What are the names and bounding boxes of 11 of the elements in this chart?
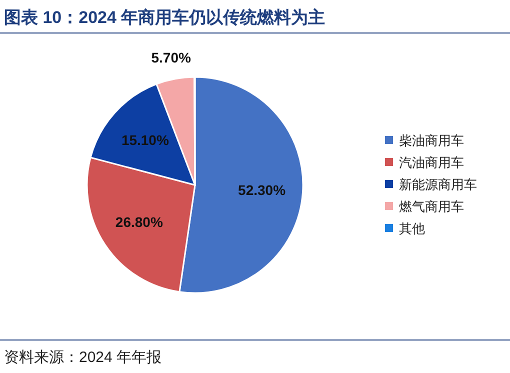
legend-label: 柴油商用车 <box>399 133 464 148</box>
data-label: 26.80% <box>115 214 164 230</box>
legend-label: 燃气商用车 <box>399 199 464 214</box>
text: 资料来源：2024 年年报 <box>4 349 162 366</box>
legend-label: 汽油商用车 <box>399 155 464 170</box>
data-label: 52.30% <box>238 182 286 198</box>
legend-label: 其他 <box>399 221 425 236</box>
legend-label: 新能源商用车 <box>399 177 477 192</box>
data-label: 5.70% <box>151 50 192 66</box>
data-label: 15.10% <box>121 132 170 148</box>
title: 图表 10：2024 年商用车仍以传统燃料为主 <box>4 8 326 27</box>
